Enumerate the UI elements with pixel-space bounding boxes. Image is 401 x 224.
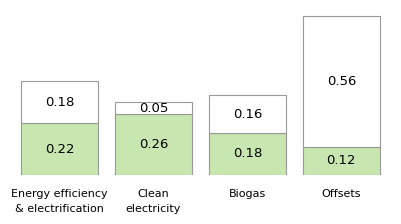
Text: 0.12: 0.12 [326, 154, 356, 167]
Text: 0.05: 0.05 [139, 102, 168, 115]
Text: & electrification: & electrification [15, 204, 104, 214]
Bar [209, 95, 286, 133]
Bar [21, 81, 98, 123]
Text: Offsets: Offsets [322, 189, 361, 199]
Text: Biogas: Biogas [229, 189, 266, 199]
Text: 0.16: 0.16 [233, 108, 262, 121]
Text: 0.18: 0.18 [45, 96, 74, 109]
Bar [115, 102, 192, 114]
Bar [209, 133, 286, 175]
Text: 0.18: 0.18 [233, 147, 262, 160]
Text: electricity: electricity [126, 204, 181, 214]
Text: Energy efficiency: Energy efficiency [11, 189, 108, 199]
Text: 0.22: 0.22 [45, 142, 75, 155]
Text: 0.56: 0.56 [327, 75, 356, 88]
Bar [303, 16, 380, 147]
Text: 0.26: 0.26 [139, 138, 168, 151]
Text: Clean: Clean [138, 189, 170, 199]
Bar [303, 147, 380, 175]
Bar [21, 123, 98, 175]
Bar [115, 114, 192, 175]
